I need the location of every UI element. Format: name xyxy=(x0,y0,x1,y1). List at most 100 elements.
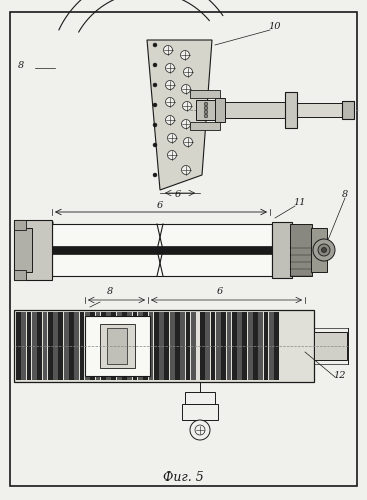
Bar xyxy=(53,312,58,380)
Text: 8: 8 xyxy=(107,287,113,296)
Bar xyxy=(215,98,225,122)
Bar xyxy=(90,312,95,380)
Circle shape xyxy=(182,84,190,94)
Bar xyxy=(221,312,226,380)
Circle shape xyxy=(184,68,193,76)
Circle shape xyxy=(204,106,208,110)
Bar xyxy=(138,312,143,380)
Bar xyxy=(26,312,32,380)
Bar xyxy=(122,312,127,380)
Circle shape xyxy=(166,80,174,90)
Bar xyxy=(149,312,153,380)
Bar xyxy=(132,312,137,380)
Circle shape xyxy=(164,46,172,54)
Bar xyxy=(159,312,164,380)
Bar xyxy=(211,312,215,380)
Circle shape xyxy=(166,116,174,124)
Bar xyxy=(225,102,290,118)
Bar xyxy=(52,246,272,254)
Circle shape xyxy=(195,425,205,435)
Bar xyxy=(52,224,272,276)
Bar xyxy=(117,312,121,380)
Text: 12: 12 xyxy=(333,371,345,380)
Bar xyxy=(242,312,247,380)
Bar xyxy=(311,228,327,272)
Circle shape xyxy=(153,43,157,47)
Bar xyxy=(32,312,37,380)
Bar xyxy=(258,312,263,380)
Bar xyxy=(170,312,174,380)
Circle shape xyxy=(153,103,157,107)
Bar xyxy=(58,312,63,380)
Bar xyxy=(69,312,74,380)
Circle shape xyxy=(184,138,193,146)
Bar xyxy=(112,312,116,380)
Bar xyxy=(216,312,221,380)
Bar xyxy=(106,312,111,380)
Bar xyxy=(14,220,26,230)
Circle shape xyxy=(321,248,327,252)
Bar xyxy=(95,312,100,380)
Bar xyxy=(190,90,220,98)
Bar xyxy=(186,312,190,380)
Circle shape xyxy=(153,173,157,177)
Bar xyxy=(290,224,312,276)
Circle shape xyxy=(204,102,208,106)
Text: 10: 10 xyxy=(268,22,280,31)
Circle shape xyxy=(318,244,330,256)
Bar xyxy=(274,312,279,380)
Bar xyxy=(264,312,268,380)
Bar xyxy=(269,312,274,380)
Bar xyxy=(14,270,26,280)
Circle shape xyxy=(182,166,190,174)
Bar xyxy=(127,312,132,380)
Circle shape xyxy=(182,102,192,110)
Bar xyxy=(196,100,216,120)
Bar xyxy=(253,312,258,380)
Bar xyxy=(191,312,196,380)
Bar xyxy=(285,92,297,128)
Circle shape xyxy=(204,114,208,118)
Circle shape xyxy=(153,63,157,67)
Bar xyxy=(37,312,42,380)
Bar xyxy=(272,222,292,278)
Bar xyxy=(14,310,314,382)
Bar xyxy=(14,228,32,272)
Bar xyxy=(175,312,180,380)
Bar xyxy=(101,312,106,380)
Bar xyxy=(85,316,150,376)
Bar xyxy=(248,312,252,380)
Text: 8: 8 xyxy=(342,190,348,199)
Circle shape xyxy=(166,98,174,106)
Bar xyxy=(180,312,185,380)
Bar xyxy=(14,220,52,280)
Bar xyxy=(64,312,69,380)
Bar xyxy=(16,312,21,380)
Bar xyxy=(21,312,26,380)
Text: 6: 6 xyxy=(175,190,181,199)
Circle shape xyxy=(153,143,157,147)
Circle shape xyxy=(190,420,210,440)
Bar xyxy=(182,404,218,420)
Bar xyxy=(85,312,90,380)
Bar xyxy=(74,312,79,380)
Bar xyxy=(200,312,205,380)
Bar xyxy=(164,312,169,380)
Bar xyxy=(100,324,135,368)
Bar xyxy=(342,101,354,119)
Bar xyxy=(107,328,127,364)
Text: 11: 11 xyxy=(293,198,305,207)
Bar xyxy=(205,312,210,380)
Circle shape xyxy=(153,123,157,127)
Bar xyxy=(154,312,159,380)
Bar xyxy=(232,312,237,380)
Bar xyxy=(237,312,242,380)
Bar xyxy=(48,312,52,380)
Circle shape xyxy=(166,64,174,72)
Circle shape xyxy=(182,120,190,128)
Circle shape xyxy=(167,134,177,142)
Polygon shape xyxy=(147,40,212,190)
Bar xyxy=(80,312,84,380)
Circle shape xyxy=(204,110,208,114)
Bar xyxy=(314,332,347,360)
